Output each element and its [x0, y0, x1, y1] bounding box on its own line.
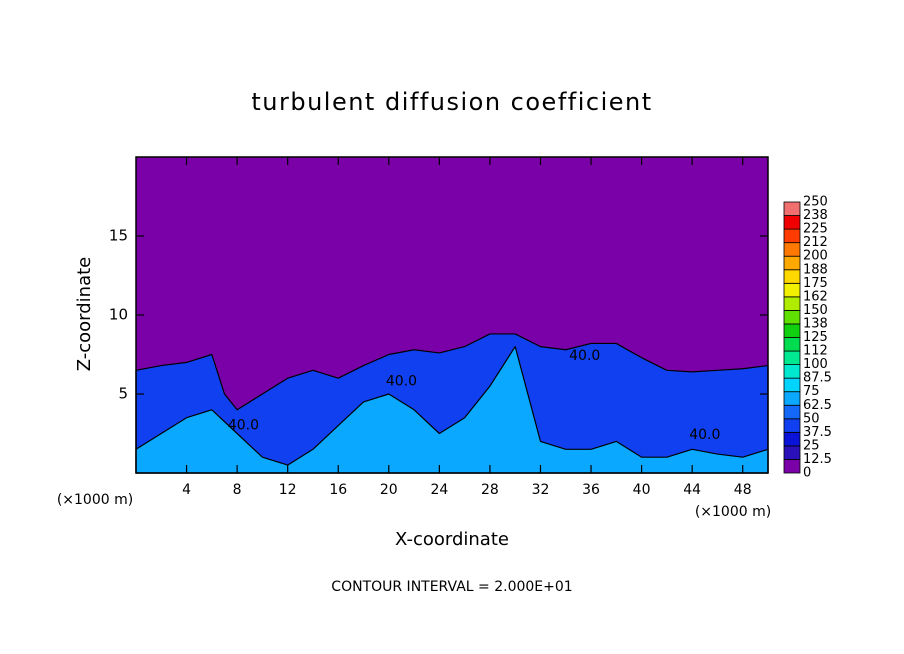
colorbar-label: 150	[803, 303, 828, 318]
colorbar-box	[783, 282, 801, 298]
colorbar-label: 0	[803, 466, 811, 481]
x-unit-label: (×1000 m)	[695, 504, 771, 520]
colorbar-box	[783, 242, 801, 257]
colorbar-box	[783, 215, 801, 230]
y-tick-label: 10	[109, 306, 128, 324]
colorbar-box	[783, 350, 801, 365]
colorbar-label: 112	[803, 344, 828, 359]
x-tick-label: 48	[734, 482, 752, 498]
colorbar-label: 125	[803, 330, 828, 345]
colorbar-box	[783, 269, 801, 284]
colorbar-box	[783, 445, 801, 460]
y-tick-label: 5	[118, 385, 128, 403]
colorbar-box	[783, 364, 801, 379]
colorbar-label: 188	[803, 262, 828, 277]
colorbar-box	[783, 201, 801, 216]
colorbar-box	[783, 255, 801, 271]
x-tick-label: 8	[233, 482, 242, 498]
colorbar-label: 100	[803, 357, 828, 372]
z-unit-label: (×1000 m)	[57, 492, 133, 508]
x-tick-label: 44	[683, 482, 701, 498]
colorbar-label: 75	[803, 384, 820, 399]
x-tick-label: 16	[329, 482, 347, 498]
footnote: CONTOUR INTERVAL = 2.000E+01	[331, 579, 572, 595]
colorbar-label: 12.5	[803, 452, 832, 467]
colorbar-label: 250	[803, 195, 828, 210]
x-tick-label: 20	[380, 482, 398, 498]
y-tick-label: 15	[109, 227, 128, 245]
contour-label: 40.0	[386, 373, 417, 389]
colorbar-box	[783, 404, 801, 420]
colorbar-box	[783, 391, 801, 406]
colorbar-label: 50	[803, 411, 820, 426]
colorbar-label: 138	[803, 316, 828, 331]
colorbar-label: 25	[803, 438, 820, 453]
chart-title: turbulent diffusion coefficient	[251, 88, 652, 116]
x-tick-label: 32	[532, 482, 550, 498]
contour-label: 40.0	[569, 348, 600, 364]
colorbar-label: 238	[803, 208, 828, 223]
x-tick-label: 36	[582, 482, 600, 498]
contour-label: 40.0	[228, 418, 259, 434]
field-layer	[135, 333, 769, 474]
colorbar-box	[783, 431, 801, 447]
x-tick-label: 40	[633, 482, 651, 498]
colorbar-label: 212	[803, 235, 828, 250]
colorbar-box	[783, 228, 801, 244]
colorbar-label: 37.5	[803, 425, 832, 440]
colorbar-label: 62.5	[803, 398, 832, 413]
contour-label: 40.0	[689, 427, 720, 443]
x-tick-label: 24	[430, 482, 448, 498]
colorbar-box	[783, 459, 801, 474]
x-tick-label: 28	[481, 482, 499, 498]
colorbar-box	[783, 323, 801, 338]
x-tick-label: 4	[182, 482, 191, 498]
colorbar-label: 175	[803, 276, 828, 291]
colorbar-label: 225	[803, 222, 828, 237]
colorbar-box	[783, 377, 801, 393]
colorbar-box	[783, 337, 801, 352]
colorbar-box	[783, 309, 801, 325]
y-axis-label: Z-coordinate	[74, 257, 95, 372]
colorbar-box	[783, 418, 801, 433]
x-axis-label: X-coordinate	[395, 529, 509, 550]
colorbar-label: 162	[803, 289, 828, 304]
colorbar-label: 200	[803, 249, 828, 264]
colorbar-box	[783, 296, 801, 311]
colorbar-label: 87.5	[803, 371, 832, 386]
field-layer	[135, 346, 769, 474]
x-tick-label: 12	[279, 482, 297, 498]
